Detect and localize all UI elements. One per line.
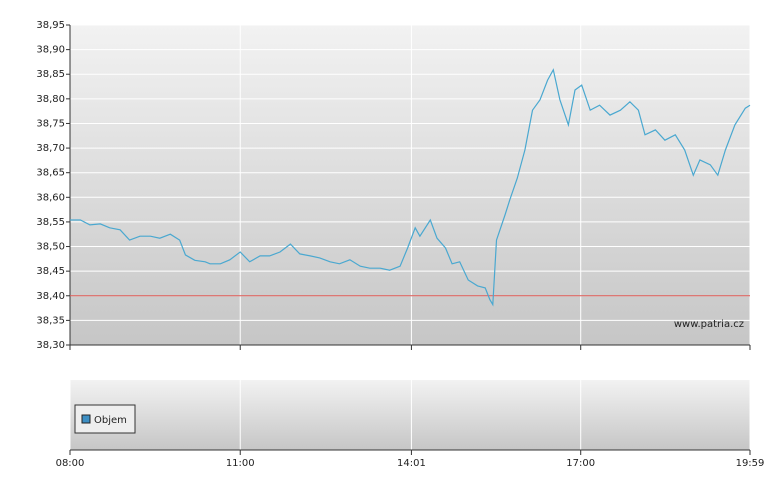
y-tick-label: 38,45 [36,266,65,277]
y-tick-label: 38,55 [36,217,65,228]
price-line [70,68,751,307]
y-tick-label: 38,75 [36,118,65,129]
y-tick-label: 38,80 [36,94,65,105]
y-tick-label: 38,60 [36,192,65,203]
y-tick-label: 38,40 [36,291,65,302]
y-tick-label: 38,30 [36,340,65,351]
x-tick-label: 17:00 [566,458,595,469]
legend-label: Objem [94,415,127,426]
y-tick-label: 38,95 [36,20,65,31]
y-tick-label: 38,85 [36,69,65,80]
y-tick-label: 38,70 [36,143,65,154]
volume-plot-area [70,380,750,450]
x-tick-label: 14:01 [397,458,426,469]
y-tick-label: 38,90 [36,45,65,56]
legend-swatch [81,414,91,424]
price-plot-area [70,25,750,345]
y-tick-label: 38,35 [36,315,65,326]
y-tick-label: 38,50 [36,242,65,253]
watermark: www.patria.cz [674,319,744,330]
x-tick-label: 08:00 [56,458,85,469]
x-tick-label: 11:00 [226,458,255,469]
x-tick-label: 19:59 [736,458,765,469]
y-tick-label: 38,65 [36,168,65,179]
